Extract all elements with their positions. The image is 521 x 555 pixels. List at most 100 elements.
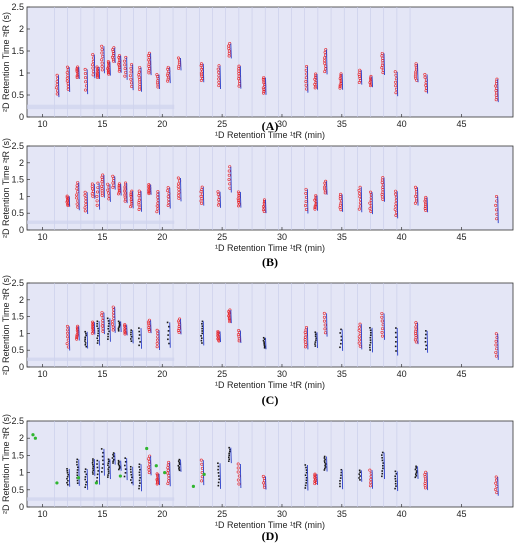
red-marker	[494, 203, 498, 207]
red-marker	[358, 322, 362, 326]
black-marker	[108, 466, 110, 468]
red-marker	[368, 468, 372, 472]
black-marker	[130, 331, 132, 334]
black-marker	[76, 479, 79, 482]
blue-contour	[360, 470, 363, 482]
blue-contour	[341, 469, 344, 490]
series-black	[84, 317, 429, 356]
blue-contour	[150, 184, 152, 195]
blue-contour	[426, 472, 429, 491]
blue-contour	[202, 187, 205, 206]
black-marker	[425, 348, 427, 350]
baseline-band	[27, 220, 175, 224]
black-marker	[217, 468, 219, 471]
green-marker	[202, 472, 206, 476]
black-marker	[101, 471, 103, 473]
black-marker	[66, 481, 68, 484]
black-marker	[84, 336, 87, 339]
red-marker	[177, 182, 181, 186]
black-marker	[324, 466, 327, 468]
red-marker	[423, 73, 427, 77]
red-marker	[414, 62, 418, 66]
blue-contour	[140, 191, 142, 212]
black-marker	[324, 464, 326, 467]
red-marker	[217, 77, 221, 81]
green-marker	[191, 484, 195, 488]
red-marker	[117, 60, 121, 64]
red-marker	[357, 328, 361, 332]
y-tick-label: 1	[19, 68, 24, 78]
red-marker	[111, 185, 115, 189]
blue-contour	[230, 310, 232, 324]
red-marker	[423, 197, 427, 201]
red-marker	[393, 70, 397, 74]
x-tick-label: 40	[397, 369, 407, 379]
x-tick-label: 10	[38, 232, 48, 242]
red-marker	[227, 311, 231, 315]
black-marker	[92, 467, 94, 470]
red-marker	[123, 63, 127, 67]
black-marker	[415, 465, 417, 468]
black-marker	[394, 477, 397, 480]
black-marker	[305, 476, 308, 479]
black-marker	[101, 467, 104, 469]
black-marker	[97, 330, 100, 332]
blue-contour	[219, 191, 221, 208]
black-marker	[138, 344, 140, 347]
black-marker	[359, 471, 361, 474]
red-marker	[106, 68, 110, 72]
black-marker	[381, 475, 383, 478]
y-tick-label: 0	[19, 225, 24, 235]
red-marker	[262, 209, 266, 213]
x-tick-label: 30	[277, 232, 287, 242]
red-marker	[314, 72, 318, 76]
black-marker	[138, 330, 140, 333]
black-marker	[263, 345, 266, 348]
black-marker	[323, 457, 326, 459]
red-marker	[262, 91, 266, 95]
red-marker	[394, 204, 398, 208]
red-marker	[137, 194, 141, 198]
black-marker	[92, 469, 95, 472]
blue-contour	[132, 64, 134, 91]
red-marker	[166, 468, 170, 472]
blue-contour	[98, 460, 101, 485]
red-marker	[65, 76, 69, 80]
red-marker	[106, 71, 110, 75]
red-marker	[91, 66, 95, 70]
black-marker	[77, 466, 79, 469]
red-marker	[199, 62, 203, 66]
red-marker	[65, 194, 69, 198]
black-marker	[369, 329, 372, 332]
black-marker	[84, 340, 86, 342]
red-marker	[100, 311, 104, 315]
black-marker	[102, 451, 104, 454]
red-marker	[123, 67, 127, 71]
red-marker	[65, 342, 69, 346]
blue-contour	[219, 463, 221, 489]
red-marker	[95, 190, 99, 194]
red-marker	[129, 198, 133, 202]
x-tick-label: 15	[97, 232, 107, 242]
red-marker	[380, 330, 384, 334]
black-marker	[85, 332, 87, 335]
black-marker	[84, 342, 87, 344]
red-marker	[123, 74, 127, 78]
red-marker	[95, 203, 99, 207]
red-marker	[176, 176, 180, 180]
red-marker	[357, 207, 361, 211]
red-marker	[227, 317, 231, 321]
red-marker	[358, 195, 362, 199]
y-tick-label: 1	[19, 328, 24, 338]
blue-contour	[180, 459, 182, 472]
green-marker	[55, 481, 59, 485]
black-marker	[228, 446, 230, 449]
black-marker	[424, 337, 427, 339]
red-marker	[106, 191, 110, 195]
black-marker	[138, 487, 140, 490]
red-marker	[123, 331, 127, 335]
red-marker	[357, 81, 361, 85]
x-tick-label: 25	[217, 369, 227, 379]
red-marker	[155, 341, 159, 345]
black-marker	[131, 481, 133, 484]
